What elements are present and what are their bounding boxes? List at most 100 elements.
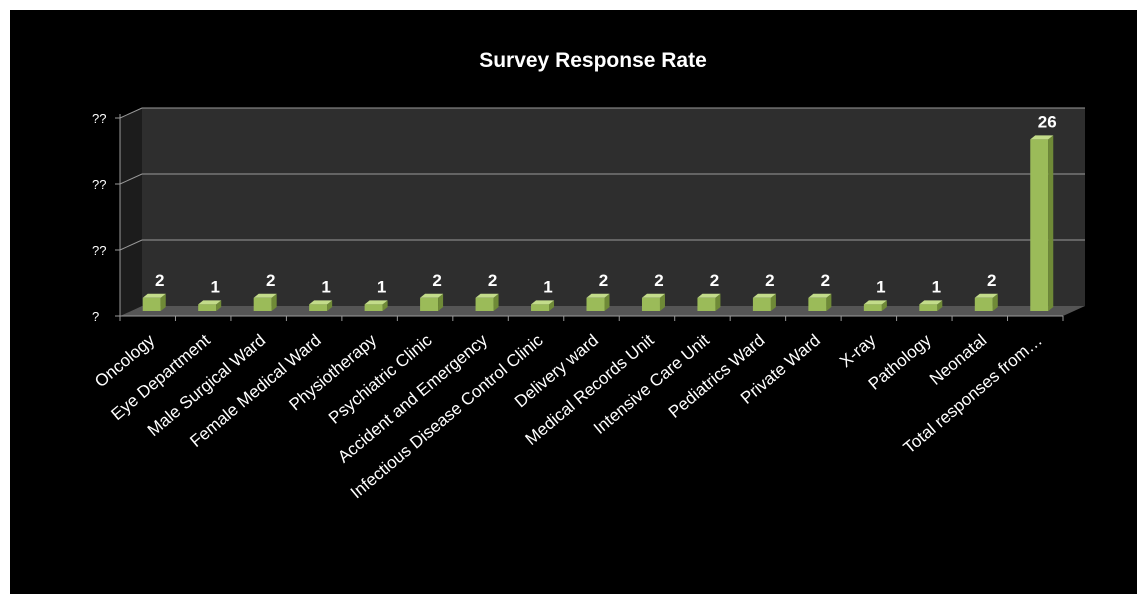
bar [198,300,222,311]
bar [641,293,665,311]
bar [919,300,943,311]
data-label: 2 [488,271,497,290]
bar-side [659,293,665,311]
bar-top [697,293,721,298]
bar [253,293,277,311]
bar [420,293,444,311]
chart-title: Survey Response Rate [479,49,707,72]
bar-side [1048,135,1054,311]
bar-front [309,304,328,311]
y-axis: ??????? [92,111,1064,324]
bar [586,293,610,311]
bar-front [475,297,494,311]
data-label: 2 [987,271,996,290]
data-label: 2 [599,271,608,290]
bar-side [604,293,610,311]
y-tick-label: ? [92,309,99,324]
bar [697,293,721,311]
bar-top [919,300,943,305]
gridline [119,239,1085,251]
bar-front [863,304,882,311]
bar-top [641,293,665,298]
bar-top [531,300,555,305]
data-label: 1 [876,277,885,296]
bar [475,293,499,311]
bar-front [641,297,660,311]
gridline [119,173,1085,185]
plot-area [120,108,1085,316]
bar-chart: Survey Response Rate ??????? 2 1 2 1 1 2 2 1 2 2 2… [91,49,1085,502]
bar-side [493,293,499,311]
bar-side [216,300,222,311]
bar [142,293,166,311]
bar-front [808,297,827,311]
bar-side [160,293,166,311]
bar-side [438,293,444,311]
bar-top [420,293,444,298]
data-label: 2 [765,271,774,290]
bar-side [327,300,333,311]
bar [863,300,887,311]
bar-front [586,297,605,311]
x-tick-label: Eye Department [107,330,214,424]
bar-top [475,293,499,298]
bar [752,293,776,311]
bar-top [1030,135,1054,140]
y-tick-label: ?? [92,243,106,258]
bar-side [881,300,887,311]
data-label: 2 [821,271,830,290]
bar-top [586,293,610,298]
bar-side [271,293,277,311]
bar-front [198,304,217,311]
bar-front [142,297,161,311]
data-label: 1 [377,277,386,296]
bar-side [992,293,998,311]
bar-top [863,300,887,305]
bar-side [715,293,721,311]
bar-top [309,300,333,305]
bar-side [549,300,555,311]
data-label: 1 [210,277,219,296]
bar-top [142,293,166,298]
y-tick-label: ?? [92,177,106,192]
bar-front [420,297,439,311]
back-wall [142,108,1085,306]
data-label: 2 [710,271,719,290]
data-label: 26 [1038,112,1057,131]
data-label: 2 [266,271,275,290]
bar-front [253,297,272,311]
bar-front [364,304,383,311]
bar-side [382,300,388,311]
x-tick-label: X-ray [836,330,880,371]
data-label: 1 [321,277,330,296]
gridlines [119,107,1085,251]
bar-front [697,297,716,311]
data-label: 2 [432,271,441,290]
bar [1030,135,1054,311]
chart-frame: Survey Response Rate ??????? 2 1 2 1 1 2 2 1 2 2 2… [10,10,1137,594]
data-label: 2 [654,271,663,290]
data-label: 1 [932,277,941,296]
side-wall [120,108,142,316]
gridline [119,107,1085,119]
bar [974,293,998,311]
bar-top [752,293,776,298]
bar-top [198,300,222,305]
bar-top [808,293,832,298]
data-label: 2 [155,271,164,290]
bar-front [752,297,771,311]
bar [808,293,832,311]
x-tick-label: Pediatrics Ward [665,331,769,422]
bars [142,135,1054,311]
data-labels: 2 1 2 1 1 2 2 1 2 2 2 2 2 1 1 2 26 [155,112,1057,296]
bar [531,300,555,311]
bar [364,300,388,311]
x-tick-label: Pathology [865,330,936,393]
bar-side [937,300,943,311]
bar-side [826,293,832,311]
bar-front [531,304,550,311]
bar-front [1030,139,1049,311]
bar-front [919,304,938,311]
bar-front [974,297,993,311]
